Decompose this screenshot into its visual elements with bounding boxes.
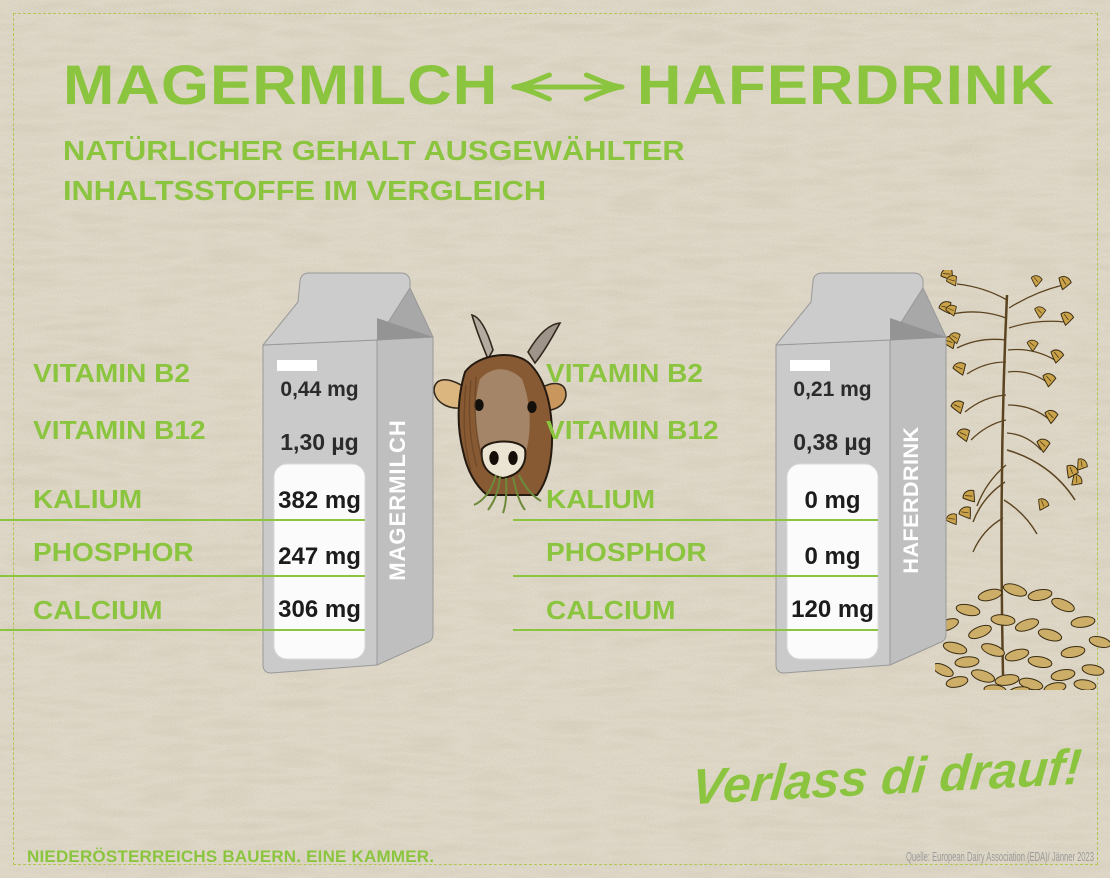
svg-text:HAFERDRINK: HAFERDRINK	[899, 426, 923, 573]
